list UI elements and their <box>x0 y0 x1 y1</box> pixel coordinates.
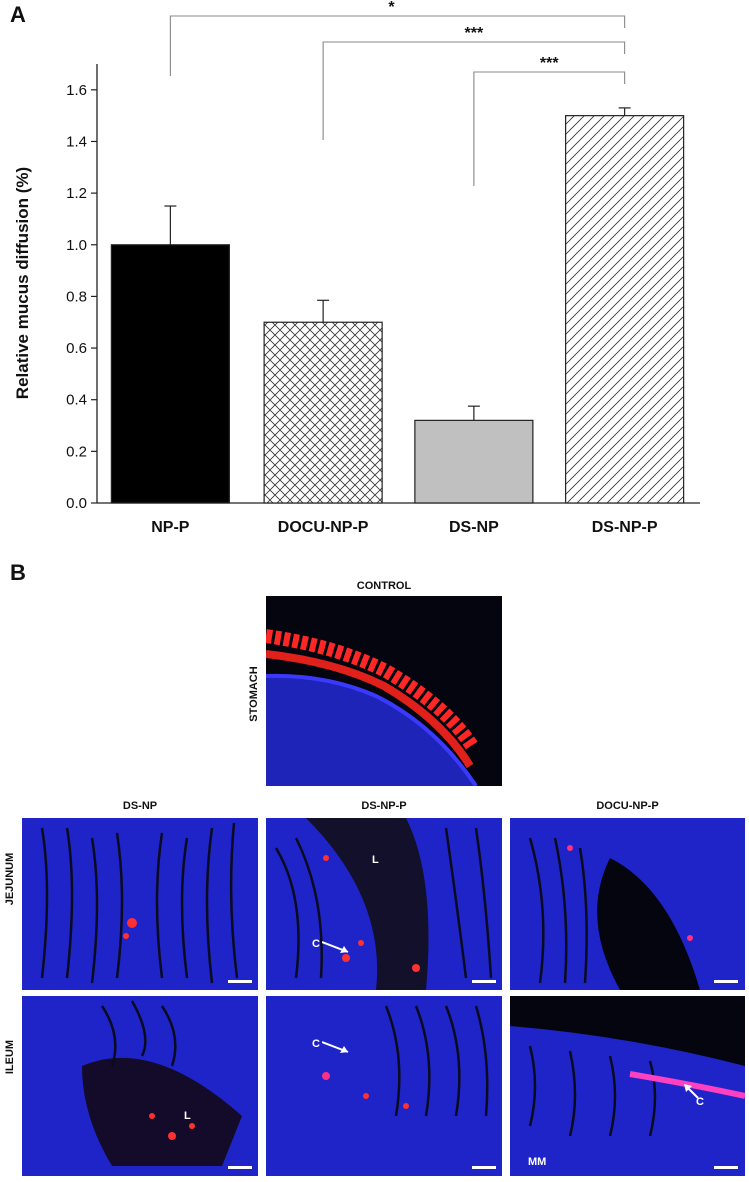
y-tick-label: 0.6 <box>66 340 87 357</box>
scale-bar <box>228 1166 252 1169</box>
bar-docu-np-p <box>263 321 383 504</box>
col-title-ds-np: DS-NP <box>122 800 158 812</box>
crypt-tag: C <box>696 1096 704 1108</box>
bar-ds-np <box>414 419 534 504</box>
x-tick-label: NP-P <box>151 519 190 536</box>
col-title-docu-np-p: DOCU-NP-P <box>596 800 659 812</box>
crypt-tag: C <box>312 1038 320 1050</box>
significance-bracket <box>322 41 626 140</box>
y-tick-label: 1.0 <box>66 237 87 254</box>
bar-np-p <box>110 244 230 504</box>
micrograph-jejunum-docu-np-p <box>510 818 745 990</box>
y-tick-label: 0.0 <box>66 495 87 512</box>
row-label-ileum: ILEUM <box>4 1039 16 1075</box>
row-label-jejunum: JEJUNUM <box>4 852 16 906</box>
scale-bar <box>472 980 496 983</box>
row-label-stomach: STOMACH <box>248 666 260 722</box>
micrograph-ileum-ds-np: L <box>22 996 258 1176</box>
arrow-icon <box>322 1041 349 1053</box>
y-tick-label: 0.8 <box>66 288 87 305</box>
crypt-tag: C <box>312 938 320 950</box>
significance-bracket <box>473 71 626 186</box>
scale-bar <box>472 1166 496 1169</box>
y-tick-label: 1.6 <box>66 82 87 99</box>
control-title: CONTROL <box>356 580 412 592</box>
x-tick-label: DS-NP-P <box>592 519 658 536</box>
bar-ds-np-p <box>565 115 685 504</box>
y-tick-label: 0.2 <box>66 443 87 460</box>
micrograph-ileum-docu-np-p: C MM <box>510 996 745 1176</box>
micrograph-ileum-ds-np-p: C <box>266 996 502 1176</box>
panel-a-label: A <box>10 2 26 27</box>
significance-brackets: ******* <box>169 0 626 186</box>
lumen-tag: L <box>372 854 379 866</box>
lumen-tag: L <box>184 1110 191 1122</box>
panel-b-label: B <box>10 560 26 585</box>
significance-label: *** <box>465 25 484 42</box>
col-title-ds-np-p: DS-NP-P <box>361 800 407 812</box>
chart-bars: NP-P DOCU-NP-P DS-NP DS-NP-P <box>110 107 685 536</box>
chart-axes: 0.0 0.2 0.4 0.6 0.8 1.0 1.2 1.4 1.6 <box>66 64 700 512</box>
significance-bracket <box>169 15 626 76</box>
bar-chart: 0.0 0.2 0.4 0.6 0.8 1.0 1.2 1.4 1.6 NP-P DOCU-NP-… <box>13 0 700 536</box>
scale-bar <box>228 980 252 983</box>
muscularis-tag: MM <box>528 1156 547 1168</box>
y-tick-label: 1.2 <box>66 185 87 202</box>
scale-bar <box>714 980 738 983</box>
micrograph-jejunum-ds-np <box>22 818 258 990</box>
stomach-tissue-image <box>266 596 502 786</box>
arrow-icon <box>322 941 349 953</box>
micrograph-control-stomach <box>266 596 502 786</box>
y-axis-label: Relative mucus diffusion (%) <box>13 167 32 399</box>
x-tick-label: DOCU-NP-P <box>278 519 369 536</box>
x-tick-label: DS-NP <box>449 519 499 536</box>
micrograph-jejunum-ds-np-p: L C <box>266 818 502 990</box>
significance-label: *** <box>540 55 559 72</box>
significance-label: * <box>388 0 395 16</box>
arrow-icon <box>684 1084 699 1099</box>
y-tick-label: 1.4 <box>66 133 87 150</box>
y-tick-label: 0.4 <box>66 392 87 409</box>
scale-bar <box>714 1166 738 1169</box>
